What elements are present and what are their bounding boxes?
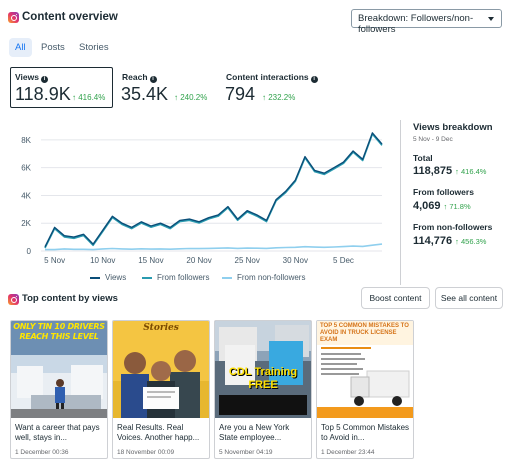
y-tick-label: 8K: [21, 136, 31, 145]
thumbnail-text: CDL Training FREE: [228, 366, 298, 391]
instagram-icon: [8, 294, 19, 305]
views-line-chart: 0 2K 4K 6K 8K 5 Nov 10 Nov 15 Nov 20 Nov 25 Nov 30…: [21, 132, 383, 265]
post-date: 1 December 23:44: [321, 449, 375, 456]
content-card[interactable]: CDL Training FREE Are you a New York Sta…: [214, 320, 312, 459]
metric-change-views: ↑ 416.4%: [72, 93, 106, 102]
x-tick-label: 15 Nov: [138, 256, 163, 265]
legend-from-non-followers: From non-followers: [222, 273, 305, 282]
breakdown-dropdown[interactable]: Breakdown: Followers/non-followers: [351, 9, 502, 35]
info-icon: i: [149, 76, 157, 83]
post-thumbnail[interactable]: ONLY TIN 10 DRIVERS REACH THIS LEVEL: [11, 321, 107, 418]
post-date: 5 November 04:19: [219, 449, 273, 456]
metric-label-interactions[interactable]: Content interactions i: [226, 72, 318, 83]
boost-content-button[interactable]: Boost content: [361, 287, 430, 309]
legend-swatch: [90, 276, 100, 279]
breakdown-label-total: Total: [413, 153, 433, 163]
x-tick-label: 20 Nov: [186, 256, 211, 265]
divider: [400, 120, 401, 285]
tab-posts[interactable]: Posts: [41, 42, 65, 53]
content-card[interactable]: TOP 5 COMMON MISTAKES TO AVOID IN TRUCK …: [316, 320, 414, 459]
thumbnail-text: Stories: [143, 323, 179, 333]
metric-value-reach[interactable]: 35.4K: [121, 84, 169, 104]
legend-from-followers: From followers: [142, 273, 209, 282]
series-line-from-followers: [44, 133, 383, 249]
y-tick-label: 0: [27, 247, 32, 256]
x-tick-label: 30 Nov: [283, 256, 308, 265]
post-date: 1 December 00:36: [15, 449, 69, 456]
breakdown-date-range: 5 Nov - 9 Dec: [413, 136, 453, 143]
x-tick-label: 5 Dec: [333, 256, 354, 265]
breakdown-label-non-followers: From non-followers: [413, 222, 493, 232]
series-line-from-non-followers: [45, 243, 383, 251]
post-caption: Are you a New York State employee...: [219, 423, 290, 442]
content-card[interactable]: ONLY TIN 10 DRIVERS REACH THIS LEVEL Wan…: [10, 320, 108, 459]
metric-card-views[interactable]: [10, 67, 113, 108]
y-tick-label: 4K: [21, 191, 31, 200]
info-icon: i: [40, 76, 48, 83]
legend-swatch: [222, 276, 232, 279]
metric-label-reach[interactable]: Reach i: [122, 72, 157, 83]
x-tick-label: 10 Nov: [90, 256, 115, 265]
page-title: Content overview: [22, 11, 118, 23]
breakdown-value-followers: 4,069 ↑ 71.8%: [413, 200, 471, 212]
tab-stories[interactable]: Stories: [79, 42, 109, 53]
series-line-views: [44, 132, 383, 248]
thumbnail-text: TOP 5 COMMON MISTAKES TO AVOID IN TRUCK …: [320, 323, 409, 343]
legend-swatch: [142, 276, 152, 279]
content-card[interactable]: Stories Real Results. Real Voices. Anoth…: [112, 320, 210, 459]
y-tick-label: 6K: [21, 164, 31, 173]
metric-value-interactions[interactable]: 794: [225, 84, 256, 104]
top-content-title: Top content by views: [22, 293, 118, 304]
post-caption: Real Results. Real Voices. Another happ.…: [117, 423, 200, 442]
thumbnail-text: ONLY TIN 10 DRIVERS REACH THIS LEVEL: [13, 322, 105, 341]
chevron-down-icon: [488, 17, 494, 21]
y-tick-label: 2K: [21, 219, 31, 228]
breakdown-value-non-followers: 114,776 ↑ 456.3%: [413, 235, 487, 247]
info-icon: i: [310, 76, 318, 83]
metric-change-reach: ↑ 240.2%: [174, 93, 208, 102]
instagram-icon: [8, 12, 19, 23]
breakdown-value-total: 118,875 ↑ 416.4%: [413, 165, 487, 177]
post-caption: Want a career that pays well, stays in..…: [15, 423, 100, 442]
metric-change-interactions: ↑ 232.2%: [262, 93, 296, 102]
breakdown-title: Views breakdown: [413, 122, 493, 133]
tab-all[interactable]: All: [9, 38, 32, 57]
post-caption: Top 5 Common Mistakes to Avoid in...: [321, 423, 410, 442]
post-thumbnail[interactable]: Stories: [113, 321, 209, 418]
legend-views: Views: [90, 273, 126, 282]
see-all-content-button[interactable]: See all content: [435, 287, 503, 309]
breakdown-dropdown-label: Breakdown: Followers/non-followers: [358, 13, 474, 35]
post-thumbnail[interactable]: TOP 5 COMMON MISTAKES TO AVOID IN TRUCK …: [317, 321, 413, 418]
metric-label-views: Views i: [15, 72, 48, 83]
x-tick-label: 25 Nov: [235, 256, 260, 265]
post-date: 18 November 00:09: [117, 449, 175, 456]
x-tick-label: 5 Nov: [44, 256, 65, 265]
metric-value-views: 118.9K: [15, 84, 71, 104]
breakdown-label-followers: From followers: [413, 187, 474, 197]
post-thumbnail[interactable]: CDL Training FREE: [215, 321, 311, 418]
